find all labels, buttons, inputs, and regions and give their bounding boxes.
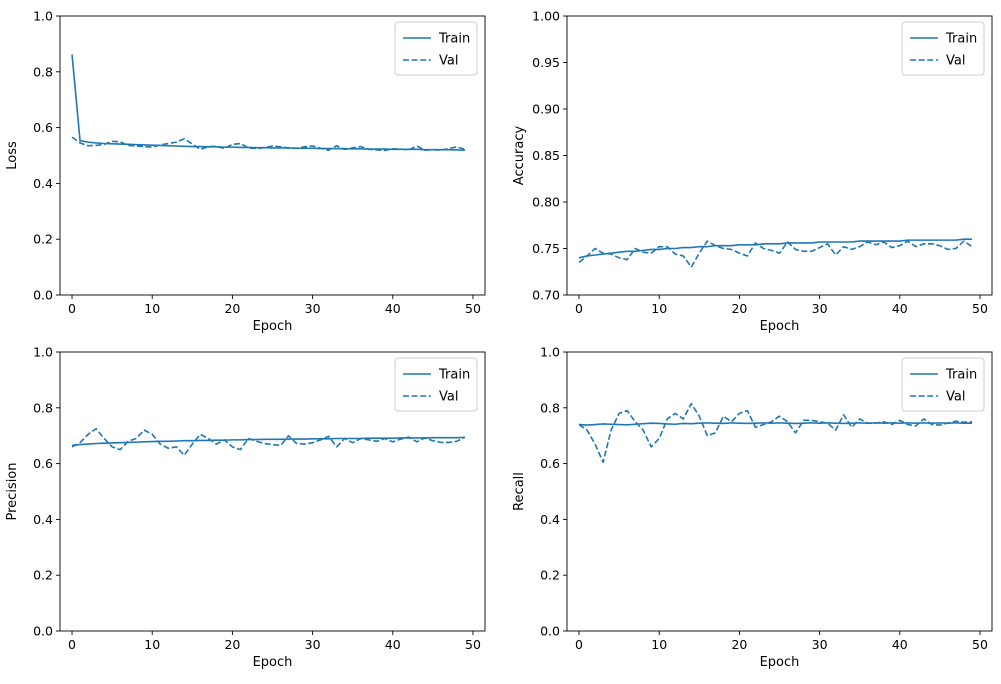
legend-label-train: Train (945, 368, 977, 383)
legend: Train Val (394, 357, 478, 412)
x-tick-label: 20 (731, 637, 747, 652)
y-axis-label: Recall (512, 472, 527, 511)
legend-label-val: Val (946, 54, 965, 69)
x-tick-label: 10 (651, 301, 667, 316)
x-axis-label: Epoch (253, 319, 293, 334)
x-tick-label: 50 (972, 637, 988, 652)
legend-label-val: Val (946, 390, 965, 405)
x-tick-label: 30 (305, 301, 321, 316)
legend-box (394, 357, 478, 412)
x-tick-label: 30 (812, 637, 828, 652)
series-line-val (71, 427, 466, 457)
legend-label-val: Val (439, 54, 458, 69)
y-tick-label: 0.75 (532, 241, 560, 256)
y-axis-label: Loss (5, 141, 20, 170)
y-axis-label: Precision (5, 462, 20, 520)
x-tick-label: 0 (575, 637, 583, 652)
y-axis-label: Accuracy (512, 126, 527, 186)
y-tick-label: 0.90 (532, 102, 560, 117)
legend-label-val: Val (439, 390, 458, 405)
x-tick-label: 50 (972, 301, 988, 316)
x-tick-label: 0 (68, 637, 76, 652)
legend-box (901, 357, 985, 412)
series-line-val (578, 402, 973, 464)
x-axis-label: Epoch (253, 655, 293, 670)
legend-box (901, 21, 985, 76)
y-tick-label: 0.2 (33, 232, 53, 247)
series-line-train (578, 238, 972, 259)
x-tick-label: 10 (144, 637, 160, 652)
x-tick-label: 0 (68, 301, 76, 316)
y-tick-label: 0.95 (532, 55, 560, 70)
x-tick-label: 50 (465, 637, 481, 652)
chart-panel-precision: 0 10 20 30 40 50 0.0 0.2 0.4 0.6 0.8 1.0 Epoch Precis… (5, 345, 486, 670)
axes-frame (59, 351, 486, 632)
y-tick-label: 0.0 (33, 624, 53, 639)
legend: Train Val (394, 21, 478, 76)
x-axis-label: Epoch (760, 655, 800, 670)
y-tick-label: 0.85 (532, 148, 560, 163)
y-tick-label: 0.8 (540, 400, 560, 415)
series-line-val (71, 136, 466, 152)
x-tick-label: 20 (731, 301, 747, 316)
chart-panel-recall: 0 10 20 30 40 50 0.0 0.2 0.4 0.6 0.8 1.0 Epoch Recall… (512, 345, 993, 670)
x-tick-label: 10 (144, 301, 160, 316)
y-tick-label: 0.8 (33, 64, 53, 79)
y-tick-label: 0.4 (540, 512, 560, 527)
y-tick-label: 0.4 (33, 512, 53, 527)
y-tick-label: 0.4 (33, 176, 53, 191)
x-axis-label: Epoch (760, 319, 800, 334)
x-tick-label: 40 (892, 301, 908, 316)
y-tick-label: 0.2 (33, 568, 53, 583)
y-tick-label: 0.80 (532, 195, 560, 210)
y-tick-label: 0.0 (540, 624, 560, 639)
x-tick-label: 40 (385, 637, 401, 652)
y-tick-label: 0.70 (532, 288, 560, 303)
legend-label-train: Train (945, 32, 977, 47)
x-tick-label: 30 (305, 637, 321, 652)
axes-frame (59, 15, 486, 296)
x-tick-label: 50 (465, 301, 481, 316)
series-line-val (578, 240, 973, 268)
x-tick-label: 40 (892, 637, 908, 652)
y-tick-label: 1.00 (532, 9, 560, 24)
y-tick-label: 0.0 (33, 288, 53, 303)
y-tick-label: 1.0 (33, 345, 53, 360)
legend: Train Val (901, 357, 985, 412)
chart-panel-loss: 0 10 20 30 40 50 0.0 0.2 0.4 0.6 0.8 1.0 Epoch Loss Tr… (5, 9, 486, 334)
y-tick-label: 0.6 (33, 120, 53, 135)
y-tick-label: 1.0 (33, 9, 53, 24)
series-line-train (71, 54, 465, 151)
x-tick-label: 10 (651, 637, 667, 652)
legend-box (394, 21, 478, 76)
y-tick-label: 1.0 (540, 345, 560, 360)
axes-frame (566, 351, 993, 632)
y-tick-label: 0.6 (33, 456, 53, 471)
y-tick-label: 0.6 (540, 456, 560, 471)
legend-label-train: Train (438, 368, 470, 383)
x-tick-label: 20 (224, 637, 240, 652)
legend-label-train: Train (438, 32, 470, 47)
legend: Train Val (901, 21, 985, 76)
x-tick-label: 20 (224, 301, 240, 316)
x-tick-label: 0 (575, 301, 583, 316)
y-tick-label: 0.8 (33, 400, 53, 415)
x-tick-label: 40 (385, 301, 401, 316)
chart-panel-accuracy: 0 10 20 30 40 50 0.70 0.75 0.80 0.85 0.90 0.95 1.00 E… (512, 9, 993, 334)
series-line-train (578, 422, 972, 426)
x-tick-label: 30 (812, 301, 828, 316)
y-tick-label: 0.2 (540, 568, 560, 583)
series-line-train (71, 436, 465, 447)
